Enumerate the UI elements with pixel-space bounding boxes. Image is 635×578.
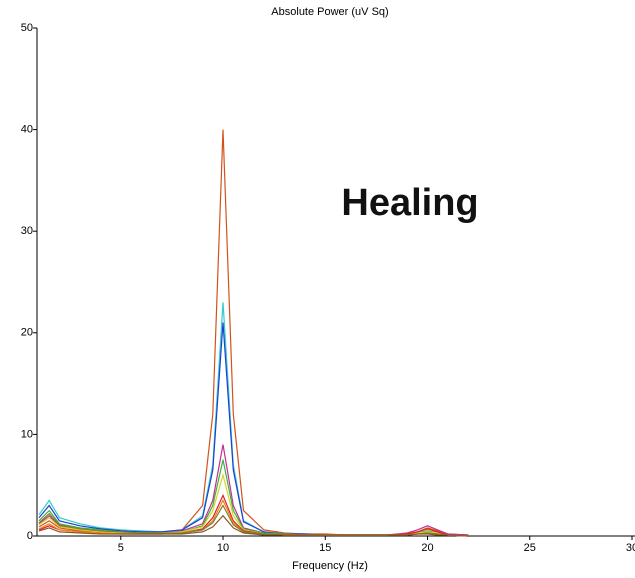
y-tick-label: 30 <box>21 225 33 237</box>
y-tick-label: 10 <box>21 428 33 440</box>
x-tick-label: 5 <box>118 542 124 554</box>
x-tick-label: 10 <box>217 542 229 554</box>
x-tick-label: 30 <box>626 542 635 554</box>
y-tick-label: 50 <box>21 22 33 34</box>
y-tick-label: 0 <box>27 530 33 542</box>
y-tick-label: 40 <box>21 124 33 136</box>
y-tick-label: 20 <box>21 327 33 339</box>
series-line <box>38 472 469 537</box>
x-axis-label: Frequency (Hz) <box>292 560 368 572</box>
series-line <box>38 302 469 537</box>
x-tick-label: 25 <box>524 542 536 554</box>
annotation: Healing <box>341 182 478 224</box>
chart-title: Absolute Power (uV Sq) <box>271 6 388 18</box>
x-tick-label: 15 <box>319 542 331 554</box>
x-tick-label: 20 <box>421 542 433 554</box>
series-line <box>38 322 469 537</box>
series-line <box>38 444 469 536</box>
series-line <box>38 514 469 537</box>
series-line <box>38 459 469 537</box>
